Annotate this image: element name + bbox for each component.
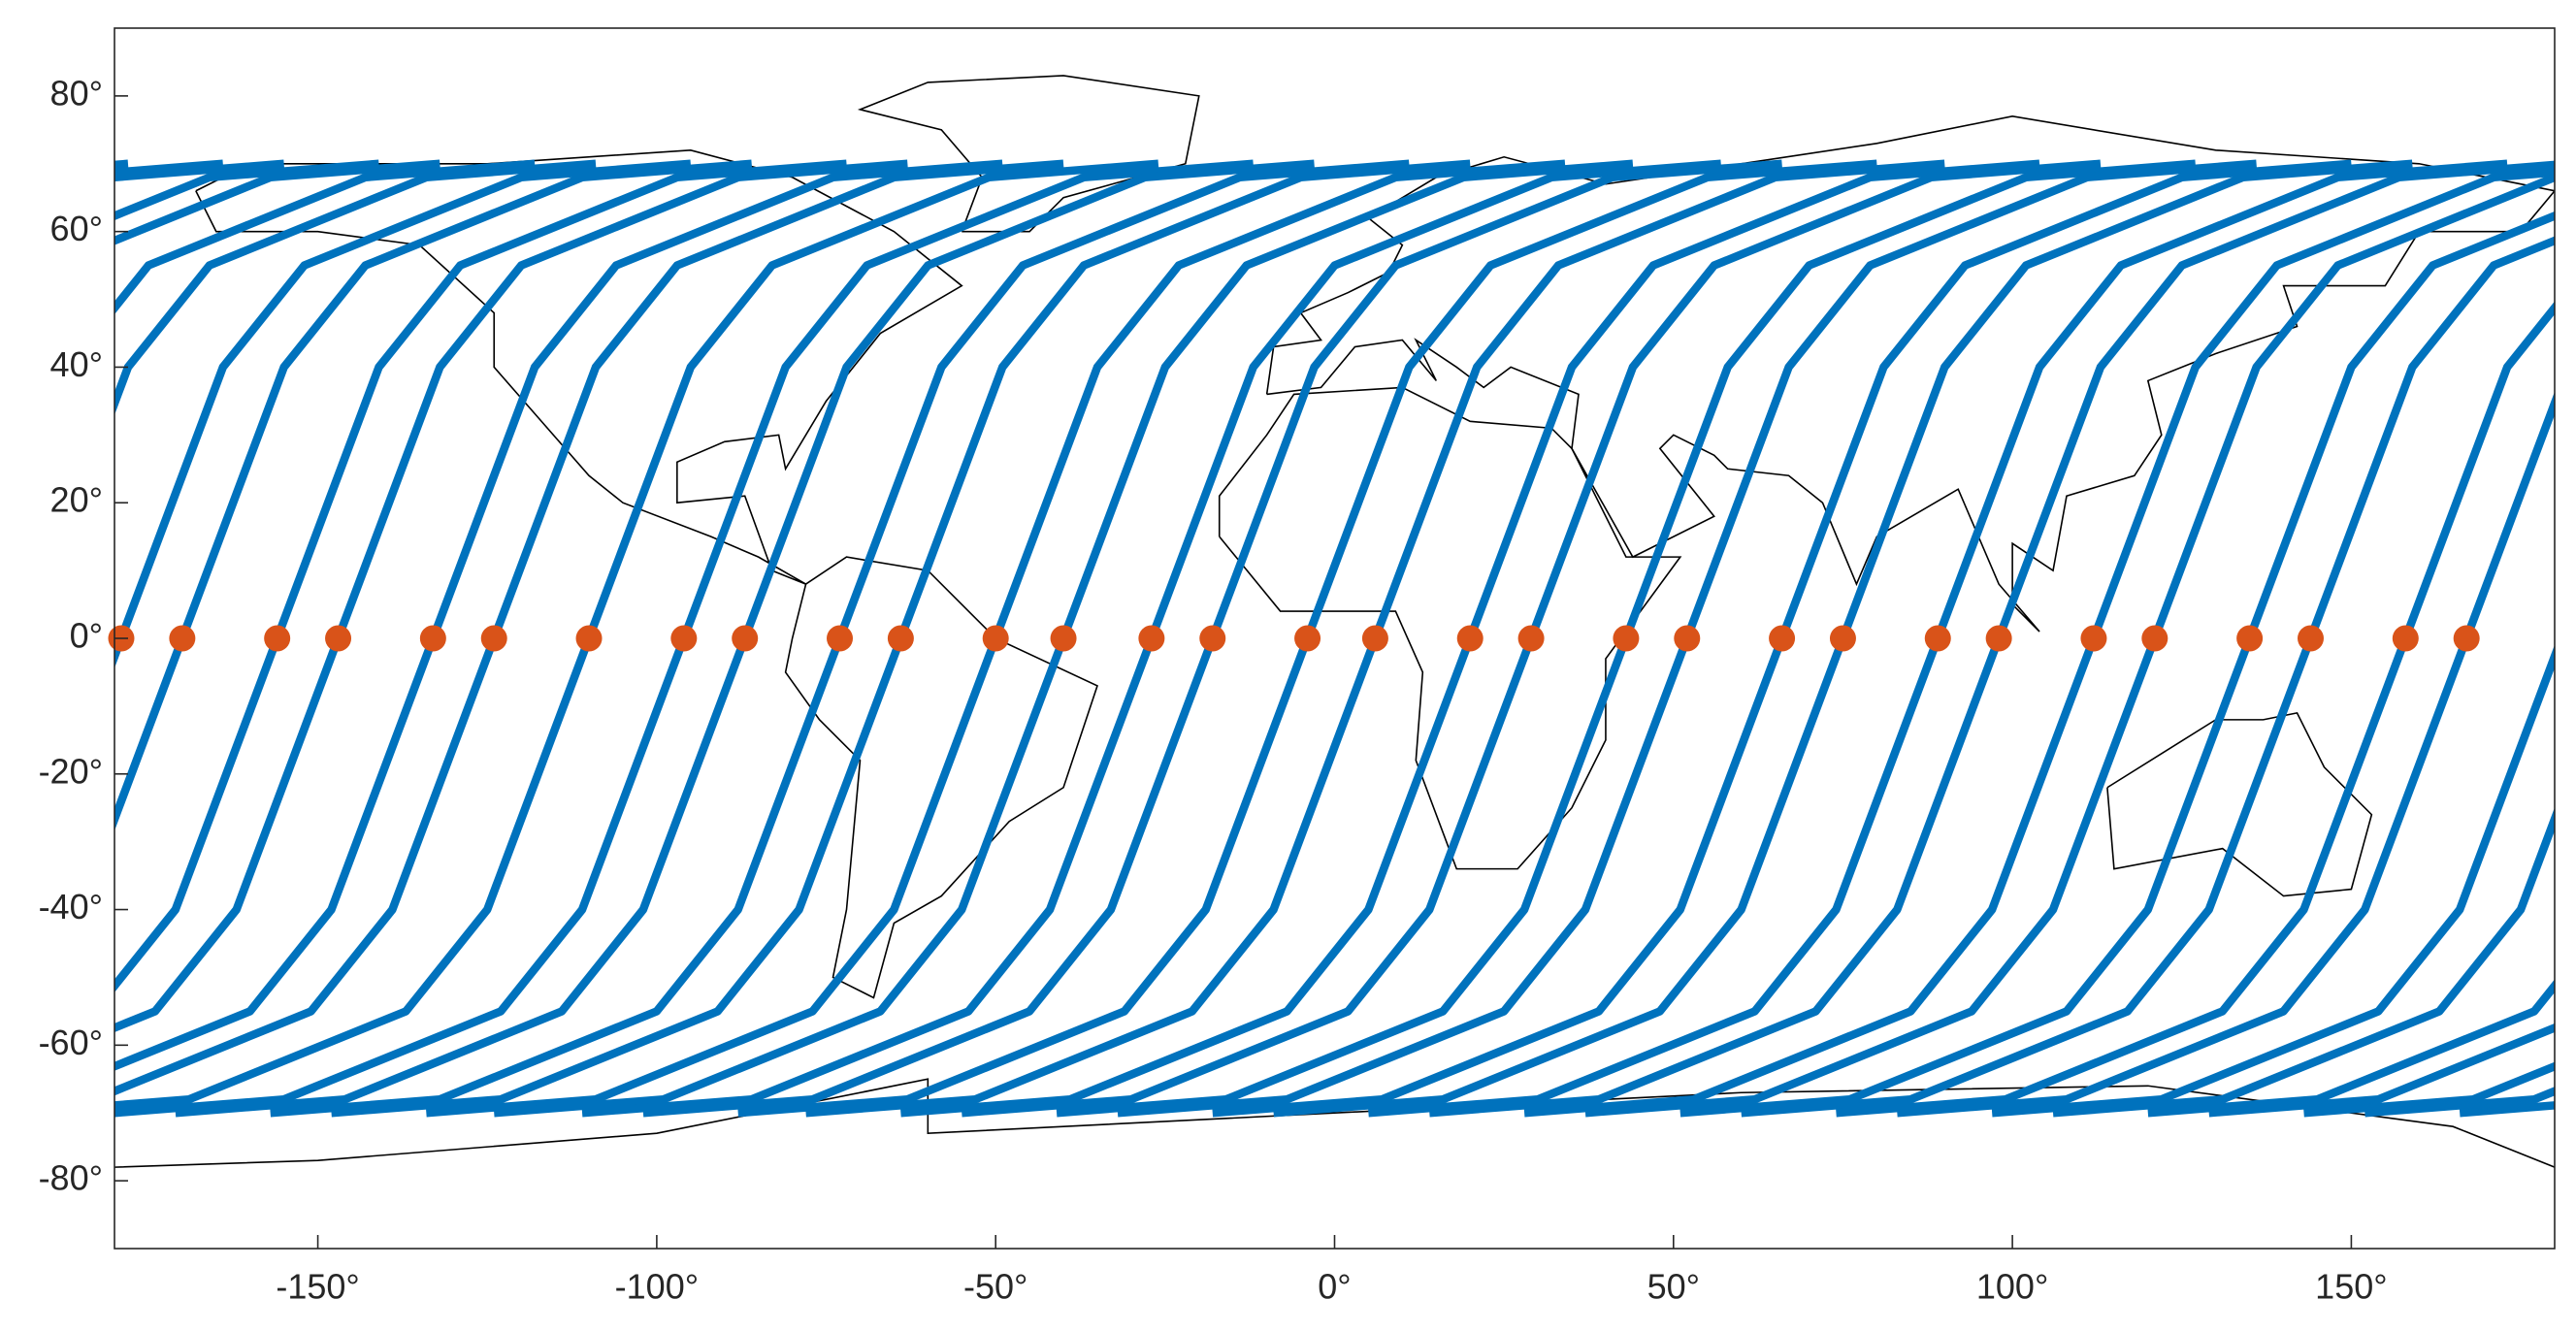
crossing-point bbox=[480, 625, 507, 652]
ground-track bbox=[114, 159, 2555, 1118]
crossing-point bbox=[732, 625, 759, 652]
y-tick-label: -40° bbox=[39, 887, 103, 926]
y-tick-label: -20° bbox=[39, 751, 103, 791]
axes: -150° -100° -50° 0° 50° 100° 150° -80° -60° -40° -… bbox=[39, 73, 2388, 1306]
y-tick-label: 60° bbox=[50, 209, 103, 248]
crossing-point bbox=[2236, 625, 2264, 652]
crossing-point bbox=[827, 625, 854, 652]
crossing-point bbox=[1517, 625, 1545, 652]
y-tick-label: -80° bbox=[39, 1158, 103, 1198]
ground-track bbox=[114, 159, 2555, 1118]
plot-area bbox=[114, 28, 2555, 1249]
ground-track bbox=[114, 159, 2555, 1118]
coastline bbox=[786, 557, 1097, 997]
crossing-point bbox=[1199, 625, 1226, 652]
crossing-point bbox=[2141, 625, 2168, 652]
x-tick-label: 100° bbox=[1976, 1267, 2048, 1307]
crossing-point bbox=[2453, 625, 2480, 652]
x-tick-label: 0° bbox=[1318, 1267, 1351, 1307]
y-tick-label: 0° bbox=[70, 616, 103, 656]
crossing-point bbox=[1924, 625, 1951, 652]
crossing-point bbox=[2080, 625, 2107, 652]
crossing-point bbox=[264, 625, 291, 652]
ground-track bbox=[114, 159, 2555, 1118]
crossing-point bbox=[325, 625, 352, 652]
ground-track bbox=[114, 159, 2555, 1118]
crossing-point bbox=[1985, 625, 2012, 652]
crossing-point bbox=[1361, 625, 1388, 652]
coastline bbox=[860, 76, 1198, 232]
crossing-point bbox=[1613, 625, 1640, 652]
crossing-point bbox=[1829, 625, 1856, 652]
y-tick-label: 20° bbox=[50, 480, 103, 520]
crossing-point bbox=[1050, 625, 1077, 652]
coastline bbox=[1220, 387, 1680, 868]
x-tick-label: 150° bbox=[2315, 1267, 2387, 1307]
crossing-point bbox=[887, 625, 914, 652]
crossing-point bbox=[1138, 625, 1165, 652]
crossing-point bbox=[2298, 625, 2324, 652]
crossing-point bbox=[670, 625, 698, 652]
crossing-point bbox=[169, 625, 196, 652]
ground-track bbox=[114, 159, 2555, 1118]
y-tick-label: 40° bbox=[50, 344, 103, 384]
crossing-point bbox=[1769, 625, 1796, 652]
crossing-points bbox=[108, 625, 2480, 652]
y-tick-label: 80° bbox=[50, 73, 103, 113]
x-tick-label: -50° bbox=[963, 1267, 1027, 1307]
crossing-point bbox=[1674, 625, 1701, 652]
crossing-point bbox=[982, 625, 1009, 652]
x-tick-label: -100° bbox=[615, 1267, 699, 1307]
x-tick-label: 50° bbox=[1647, 1267, 1700, 1307]
ground-track bbox=[114, 159, 2555, 1118]
ground-track bbox=[114, 159, 2555, 1118]
y-tick-label: -60° bbox=[39, 1023, 103, 1062]
crossing-point bbox=[575, 625, 603, 652]
ground-track bbox=[114, 159, 2555, 1118]
crossing-point bbox=[2392, 625, 2419, 652]
x-tick-label: -150° bbox=[276, 1267, 359, 1307]
crossing-point bbox=[419, 625, 446, 652]
crossing-point bbox=[1294, 625, 1321, 652]
crossing-point bbox=[1456, 625, 1484, 652]
ground-track bbox=[114, 159, 2555, 1118]
